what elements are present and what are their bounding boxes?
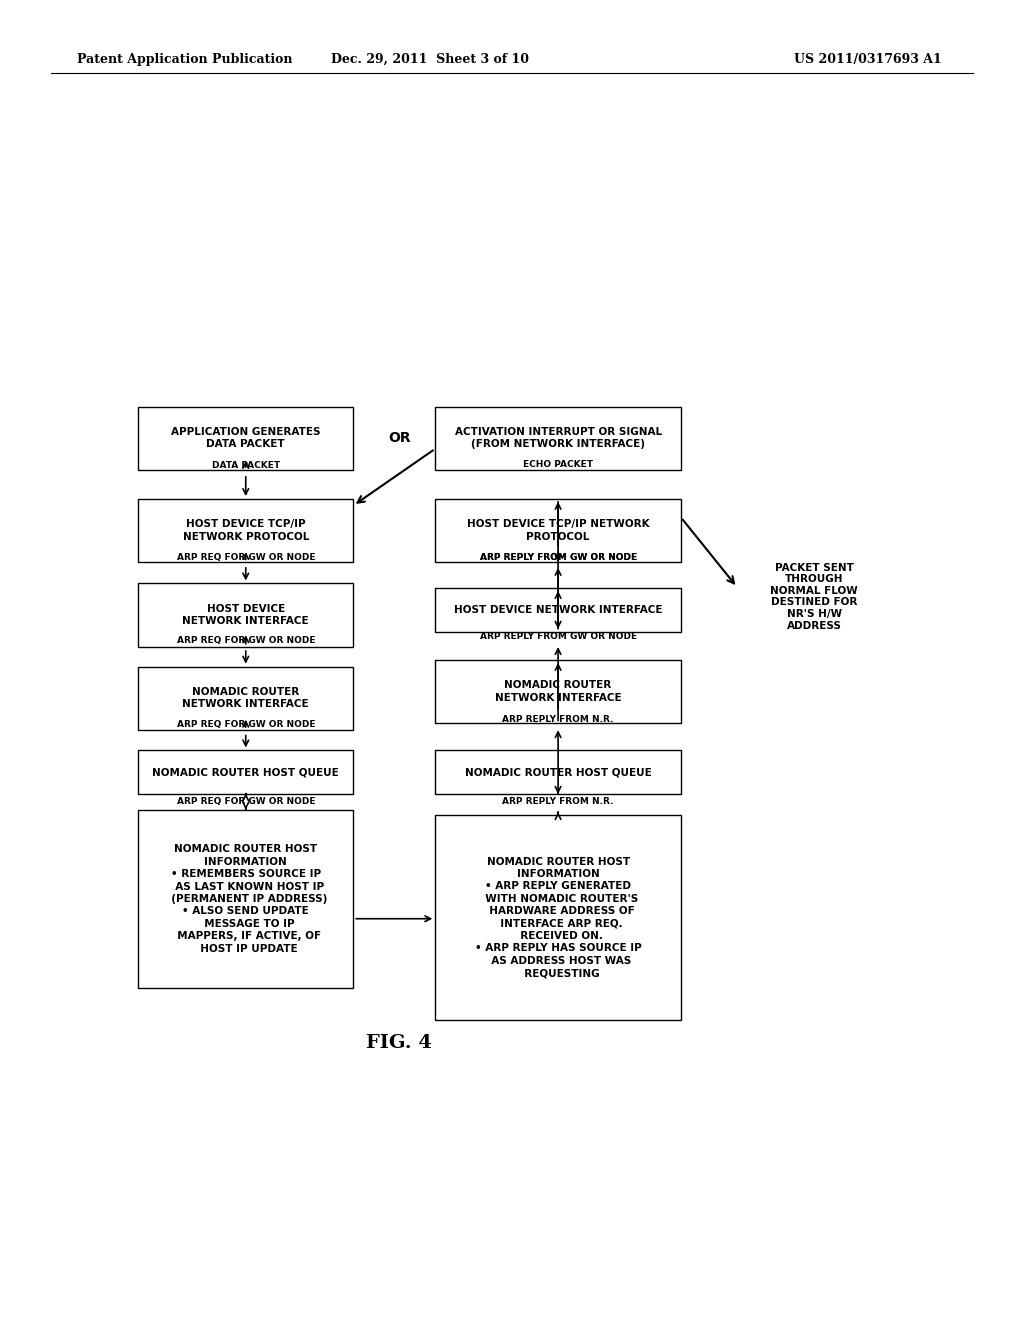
Text: ARP REQ FOR GW OR NODE: ARP REQ FOR GW OR NODE <box>176 636 315 644</box>
Bar <box>435 750 681 795</box>
Text: ARP REPLY FROM GW OR NODE: ARP REPLY FROM GW OR NODE <box>479 553 637 561</box>
Bar <box>435 816 681 1020</box>
Text: DATA PACKET: DATA PACKET <box>212 462 280 470</box>
Text: NOMADIC ROUTER HOST QUEUE: NOMADIC ROUTER HOST QUEUE <box>153 767 339 777</box>
Text: ACTIVATION INTERRUPT OR SIGNAL
(FROM NETWORK INTERFACE): ACTIVATION INTERRUPT OR SIGNAL (FROM NET… <box>455 428 662 449</box>
Text: ARP REPLY FROM GW OR NODE: ARP REPLY FROM GW OR NODE <box>479 632 637 640</box>
Text: HOST DEVICE NETWORK INTERFACE: HOST DEVICE NETWORK INTERFACE <box>454 605 663 615</box>
Bar <box>435 660 681 723</box>
Text: US 2011/0317693 A1: US 2011/0317693 A1 <box>795 53 942 66</box>
Text: ECHO PACKET: ECHO PACKET <box>523 461 593 469</box>
Bar <box>138 667 353 730</box>
Text: ARP REQ FOR GW OR NODE: ARP REQ FOR GW OR NODE <box>176 721 315 729</box>
Text: Patent Application Publication: Patent Application Publication <box>77 53 292 66</box>
Text: NOMADIC ROUTER HOST
INFORMATION
• ARP REPLY GENERATED
  WITH NOMADIC ROUTER'S
  : NOMADIC ROUTER HOST INFORMATION • ARP RE… <box>475 857 641 978</box>
Text: OR: OR <box>388 432 411 445</box>
Text: NOMADIC ROUTER HOST
INFORMATION
• REMEMBERS SOURCE IP
  AS LAST KNOWN HOST IP
  : NOMADIC ROUTER HOST INFORMATION • REMEMB… <box>164 845 328 953</box>
Text: ARP REPLY FROM N.R.: ARP REPLY FROM N.R. <box>503 715 613 723</box>
Bar <box>435 407 681 470</box>
Bar <box>435 587 681 631</box>
Text: FIG. 4: FIG. 4 <box>367 1034 432 1052</box>
Bar <box>435 499 681 562</box>
Text: NOMADIC ROUTER HOST QUEUE: NOMADIC ROUTER HOST QUEUE <box>465 767 651 777</box>
Text: NOMADIC ROUTER
NETWORK INTERFACE: NOMADIC ROUTER NETWORK INTERFACE <box>182 688 309 709</box>
Bar <box>138 583 353 647</box>
Text: ARP REQ FOR GW OR NODE: ARP REQ FOR GW OR NODE <box>176 553 315 561</box>
Text: HOST DEVICE TCP/IP NETWORK
PROTOCOL: HOST DEVICE TCP/IP NETWORK PROTOCOL <box>467 520 649 541</box>
Text: NOMADIC ROUTER
NETWORK INTERFACE: NOMADIC ROUTER NETWORK INTERFACE <box>495 681 622 702</box>
Bar <box>138 809 353 987</box>
Text: Dec. 29, 2011  Sheet 3 of 10: Dec. 29, 2011 Sheet 3 of 10 <box>331 53 529 66</box>
Text: ARP REPLY FROM GW OR NODE: ARP REPLY FROM GW OR NODE <box>479 553 637 561</box>
Text: APPLICATION GENERATES
DATA PACKET: APPLICATION GENERATES DATA PACKET <box>171 428 321 449</box>
Bar <box>138 750 353 795</box>
Text: HOST DEVICE TCP/IP
NETWORK PROTOCOL: HOST DEVICE TCP/IP NETWORK PROTOCOL <box>182 520 309 541</box>
Text: ARP REQ FOR GW OR NODE: ARP REQ FOR GW OR NODE <box>176 797 315 805</box>
Text: ARP REPLY FROM N.R.: ARP REPLY FROM N.R. <box>503 797 613 805</box>
Bar <box>138 499 353 562</box>
Bar <box>138 407 353 470</box>
Text: HOST DEVICE
NETWORK INTERFACE: HOST DEVICE NETWORK INTERFACE <box>182 605 309 626</box>
Text: PACKET SENT
THROUGH
NORMAL FLOW
DESTINED FOR
NR'S H/W
ADDRESS: PACKET SENT THROUGH NORMAL FLOW DESTINED… <box>770 562 858 631</box>
